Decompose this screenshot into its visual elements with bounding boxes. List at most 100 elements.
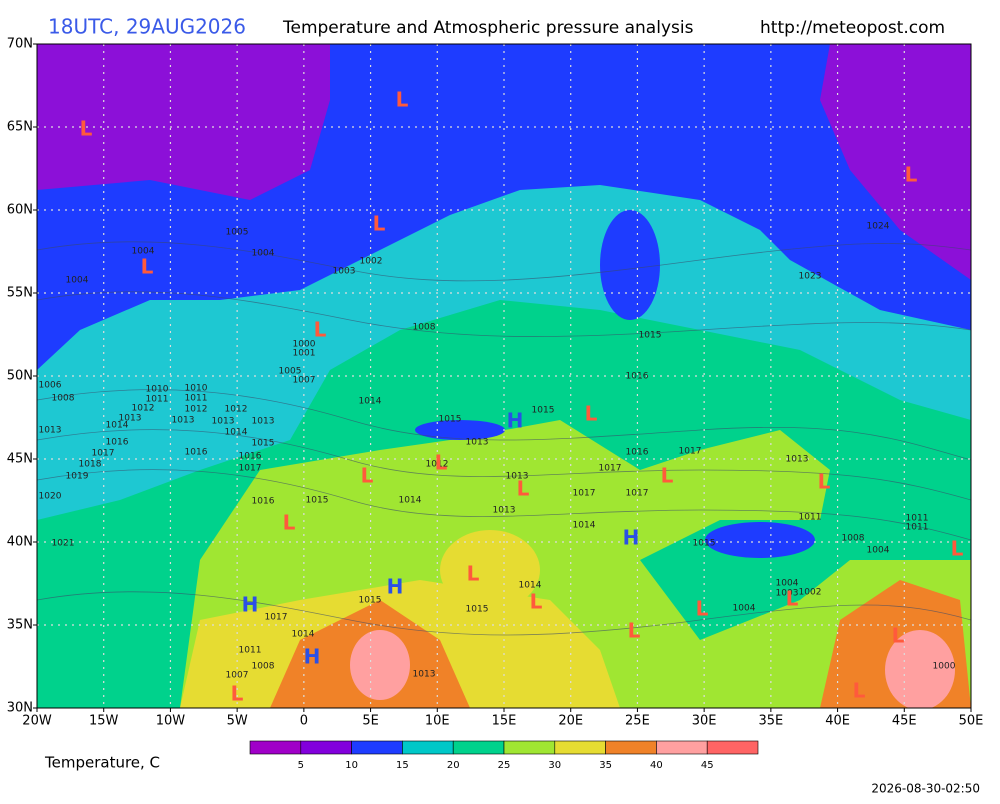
low-center: L: [818, 470, 831, 494]
zone-blue: [415, 420, 505, 440]
colorbar-box: [351, 740, 403, 755]
low-center: L: [361, 464, 374, 488]
isobar-label: 1013: [212, 417, 235, 427]
isobar-label: 1016: [626, 372, 649, 382]
zone-pink: [350, 630, 410, 700]
lon-label: 15E: [492, 714, 517, 729]
zone-purple: [37, 44, 330, 200]
isobar-label: 1016: [106, 438, 129, 448]
isobar-label: 1000: [293, 340, 316, 350]
lat-label: 35N: [7, 618, 33, 633]
isobar-label: 1012: [185, 405, 208, 415]
isobar-label: 1007: [226, 671, 249, 681]
isobar-label: 1015: [252, 439, 275, 449]
isobar-label: 1004: [733, 604, 756, 614]
isobar-label: 1014: [359, 397, 382, 407]
isobar-label: 1013: [119, 414, 142, 424]
lon-label: 45E: [892, 714, 917, 729]
isobar-label: 1013: [252, 417, 275, 427]
lon-label: 15W: [89, 714, 119, 729]
low-center: L: [853, 679, 866, 703]
isobar-label: 1008: [252, 662, 275, 672]
isobar-label: 1003: [776, 589, 799, 599]
colorbar-box: [452, 740, 505, 755]
isobar-label: 1014: [106, 421, 129, 431]
isobar-label: 1004: [252, 249, 275, 259]
isobar-label: 1011: [906, 523, 929, 533]
isobar-label: 1013: [172, 416, 195, 426]
lon-label: 0: [300, 714, 308, 729]
isobar-label: 1017: [626, 489, 649, 499]
lon-label: 30E: [692, 714, 717, 729]
lat-label: 65N: [7, 120, 33, 135]
lat-label: 45N: [7, 452, 33, 467]
isobar-label: 1005: [279, 367, 302, 377]
isobar-label: 1024: [867, 222, 890, 232]
temperature-field: [37, 44, 971, 708]
colorbar-box: [706, 740, 759, 755]
colorbar-box: [656, 740, 708, 755]
isobar-label: 1010: [146, 385, 169, 395]
isobar-label: 1002: [360, 257, 383, 267]
isobar-label: 1013: [493, 506, 516, 516]
colorbar-tick: 25: [498, 760, 511, 771]
low-center: L: [951, 537, 964, 561]
isobar-label: 1018: [79, 460, 102, 470]
isobar-label: 1000: [933, 662, 956, 672]
isobar-label: 1015: [306, 496, 329, 506]
colorbar-box: [249, 740, 302, 755]
isobar-label: 1017: [573, 489, 596, 499]
colorbar-tick: 45: [701, 760, 714, 771]
lat-label: 50N: [7, 369, 33, 384]
colorbar-tick: 5: [298, 760, 304, 771]
low-center: L: [628, 619, 641, 643]
isobar-label: 1011: [799, 513, 822, 523]
lon-label: 10W: [156, 714, 186, 729]
low-center: L: [892, 624, 905, 648]
lon-label: 5W: [227, 714, 248, 729]
isobar-label: 1010: [185, 384, 208, 394]
colorbar-tick: 35: [599, 760, 612, 771]
isobar-label: 1002: [799, 588, 822, 598]
low-center: L: [530, 590, 543, 614]
isobar-label: 1017: [265, 613, 288, 623]
low-center: L: [661, 464, 674, 488]
lon-label: 40E: [825, 714, 850, 729]
isobar-label: 1014: [519, 581, 542, 591]
low-center: L: [314, 318, 327, 342]
isobar-label: 1008: [842, 534, 865, 544]
isobar-label: 1016: [252, 497, 275, 507]
colorbar-tick: 15: [396, 760, 409, 771]
isobar-label: 1015: [693, 539, 716, 549]
isobar-label: 1013: [786, 455, 809, 465]
isobar-label: 1016: [626, 448, 649, 458]
low-center: L: [283, 511, 296, 535]
zone-pink: [885, 630, 955, 708]
isobar-label: 1021: [52, 539, 75, 549]
colorbar-tick: 40: [650, 760, 663, 771]
isobar-label: 1013: [39, 426, 62, 436]
high-center: H: [304, 645, 321, 669]
isobar-label: 1006: [39, 381, 62, 391]
isobar-label: 1017: [679, 447, 702, 457]
isobar-label: 1005: [226, 228, 249, 238]
lon-label: 35E: [758, 714, 783, 729]
low-center: L: [396, 88, 409, 112]
isobar-label: 1023: [799, 272, 822, 282]
isobar-label: 1008: [413, 323, 436, 333]
isobar-label: 1014: [399, 496, 422, 506]
low-center: L: [905, 163, 918, 187]
low-center: L: [435, 451, 448, 475]
isobar-label: 1004: [132, 247, 155, 257]
colorbar-tick: 20: [447, 760, 460, 771]
high-center: H: [623, 526, 640, 550]
colorbar-box: [605, 740, 657, 755]
isobar-label: 1019: [66, 472, 89, 482]
high-center: H: [242, 593, 259, 617]
low-center: L: [786, 587, 799, 611]
lon-label: 10E: [425, 714, 450, 729]
isobar-label: 1011: [185, 394, 208, 404]
isobar-label: 1017: [239, 464, 262, 474]
lat-label: 60N: [7, 203, 33, 218]
